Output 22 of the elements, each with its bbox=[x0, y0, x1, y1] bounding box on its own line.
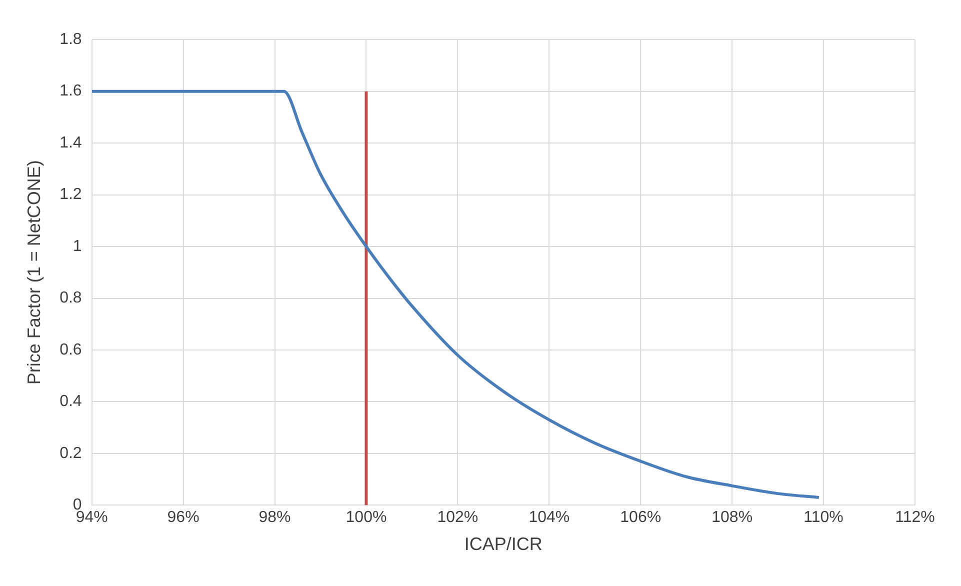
y-tick-label: 0.6 bbox=[60, 341, 82, 358]
x-tick-label: 104% bbox=[528, 509, 570, 526]
y-tick-label: 1.4 bbox=[60, 134, 82, 152]
x-tick-label: 98% bbox=[258, 509, 291, 526]
y-tick-label: 0.8 bbox=[60, 290, 82, 307]
line-series bbox=[92, 90, 820, 499]
y-tick-label: 1 bbox=[72, 238, 82, 255]
y-tick-label: 0.4 bbox=[60, 393, 82, 410]
x-tick-label: 106% bbox=[620, 509, 662, 526]
x-tick-label: 100% bbox=[346, 509, 387, 526]
x-tick-label: 102% bbox=[437, 509, 478, 526]
x-tick-label: 110% bbox=[804, 509, 844, 526]
x-tick-label: 112% bbox=[895, 509, 935, 526]
y-tick-label: 1.8 bbox=[60, 31, 82, 48]
x-axis-title: ICAP/ICR bbox=[464, 534, 542, 554]
y-tick-label: 0.2 bbox=[60, 444, 82, 462]
y-tick-label: 1.6 bbox=[60, 82, 82, 100]
x-tick-label: 94% bbox=[76, 509, 108, 526]
y-tick-label: 1.2 bbox=[60, 186, 82, 204]
y-axis-title: Price Factor (1 = NetCONE) bbox=[24, 160, 44, 385]
x-tick-label: 96% bbox=[167, 509, 200, 526]
x-tick-label: 108% bbox=[712, 509, 753, 526]
